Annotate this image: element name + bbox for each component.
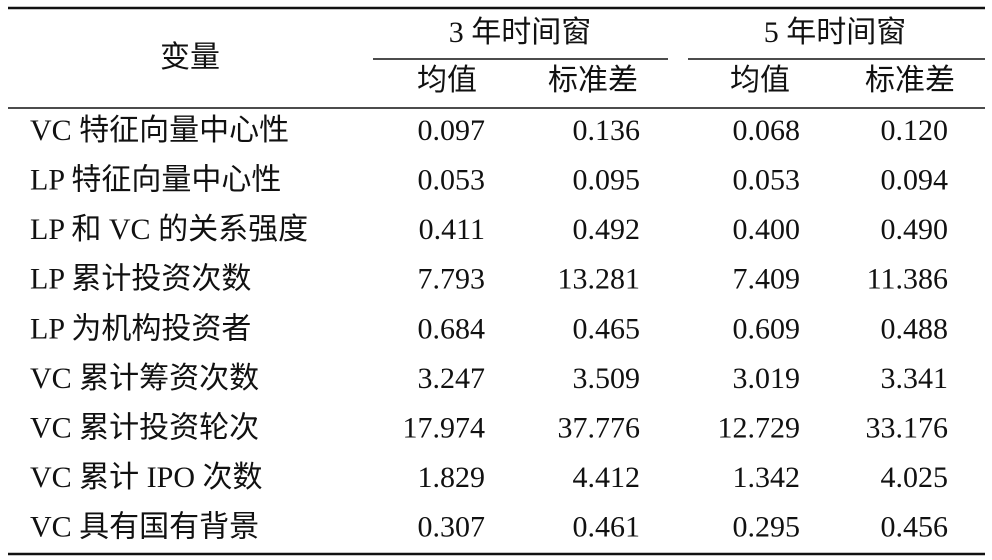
cell-value: 0.461 bbox=[573, 511, 641, 544]
cell-value: 37.776 bbox=[558, 411, 641, 444]
cell-value: 0.136 bbox=[573, 114, 641, 147]
cell-value: 33.176 bbox=[866, 411, 949, 444]
cell-value: 0.120 bbox=[881, 114, 949, 147]
cell-value: 3.019 bbox=[733, 362, 801, 395]
group-header: 5 年时间窗 bbox=[764, 16, 907, 49]
row-label: LP 累计投资次数 bbox=[30, 263, 251, 296]
cell-value: 0.684 bbox=[418, 312, 486, 345]
cell-value: 13.281 bbox=[558, 263, 641, 296]
cell-value: 7.409 bbox=[733, 263, 801, 296]
cell-value: 3.341 bbox=[881, 362, 949, 395]
cell-value: 0.097 bbox=[418, 114, 486, 147]
column-header: 均值 bbox=[417, 64, 477, 97]
cell-value: 0.492 bbox=[573, 213, 641, 246]
row-label: VC 累计筹资次数 bbox=[30, 362, 259, 395]
row-label: VC 累计 IPO 次数 bbox=[30, 461, 263, 494]
cell-value: 3.247 bbox=[418, 362, 486, 395]
cell-value: 11.386 bbox=[867, 263, 948, 296]
cell-value: 0.095 bbox=[573, 163, 641, 196]
cell-value: 4.025 bbox=[881, 461, 949, 494]
cell-value: 0.068 bbox=[733, 114, 801, 147]
cell-value: 0.053 bbox=[733, 163, 801, 196]
cell-value: 0.411 bbox=[419, 213, 485, 246]
cell-value: 1.829 bbox=[418, 461, 486, 494]
row-label: VC 具有国有背景 bbox=[30, 511, 259, 544]
cell-value: 1.342 bbox=[733, 461, 801, 494]
row-label: LP 特征向量中心性 bbox=[30, 163, 281, 196]
cell-value: 4.412 bbox=[573, 461, 641, 494]
cell-value: 0.488 bbox=[881, 312, 949, 345]
row-label: LP 和 VC 的关系强度 bbox=[30, 213, 308, 246]
cell-value: 0.400 bbox=[733, 213, 801, 246]
cell-value: 17.974 bbox=[403, 411, 486, 444]
row-label: LP 为机构投资者 bbox=[30, 312, 251, 345]
group-header: 3 年时间窗 bbox=[449, 16, 592, 49]
cell-value: 0.307 bbox=[418, 511, 486, 544]
row-label: VC 累计投资轮次 bbox=[30, 411, 259, 444]
column-header: 均值 bbox=[730, 64, 790, 97]
cell-value: 3.509 bbox=[573, 362, 641, 395]
variable-header: 变量 bbox=[160, 41, 220, 74]
cell-value: 0.609 bbox=[733, 312, 801, 345]
cell-value: 0.295 bbox=[733, 511, 801, 544]
cell-value: 12.729 bbox=[718, 411, 801, 444]
cell-value: 7.793 bbox=[418, 263, 486, 296]
cell-value: 0.490 bbox=[881, 213, 949, 246]
cell-value: 0.053 bbox=[418, 163, 486, 196]
cell-value: 0.094 bbox=[881, 163, 949, 196]
column-header: 标准差 bbox=[865, 64, 955, 97]
cell-value: 0.465 bbox=[573, 312, 641, 345]
row-label: VC 特征向量中心性 bbox=[30, 114, 289, 147]
column-header: 标准差 bbox=[548, 64, 638, 97]
cell-value: 0.456 bbox=[881, 511, 949, 544]
